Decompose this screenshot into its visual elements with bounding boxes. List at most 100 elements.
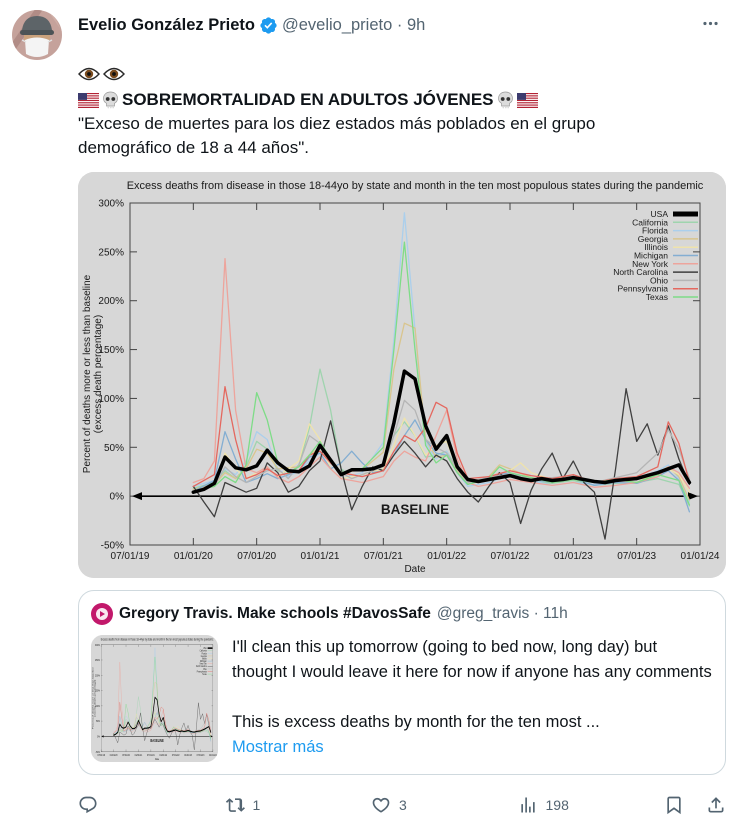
avatar[interactable]: [12, 10, 62, 60]
share-icon[interactable]: [706, 795, 726, 815]
svg-text:Georgia: Georgia: [638, 234, 669, 244]
views-button[interactable]: 198: [518, 795, 665, 815]
svg-text:Pennsylvania: Pennsylvania: [617, 284, 668, 294]
svg-text:Percent of deaths more or less: Percent of deaths more or less than base…: [91, 667, 96, 730]
svg-text:-50%: -50%: [101, 541, 124, 552]
bookmark-icon[interactable]: [664, 795, 684, 815]
views-icon: [520, 797, 535, 813]
author-handle-time[interactable]: @evelio_prieto · 9h: [281, 16, 426, 34]
svg-text:Excess deaths from disease in: Excess deaths from disease in those 18-4…: [127, 180, 704, 192]
svg-text:New York: New York: [200, 663, 208, 665]
svg-text:USA: USA: [203, 647, 207, 651]
like-count: 3: [399, 797, 407, 813]
svg-text:Michigan: Michigan: [200, 661, 207, 663]
svg-text:Ohio: Ohio: [650, 275, 668, 285]
us-flag-icon: [516, 92, 538, 108]
tweet-text-line-eyes: [78, 62, 726, 86]
svg-text:California: California: [200, 650, 208, 652]
svg-text:Ohio: Ohio: [203, 669, 207, 671]
action-bar: 1 3 198: [12, 789, 726, 821]
svg-text:07/01/21: 07/01/21: [147, 752, 155, 757]
svg-text:Pennsylvania: Pennsylvania: [197, 671, 207, 673]
skull-icon: [103, 91, 118, 109]
svg-text:Florida: Florida: [202, 653, 208, 655]
views-count: 198: [545, 797, 569, 813]
quoted-tweet[interactable]: Gregory Travis. Make schools #DavosSafe …: [78, 590, 726, 775]
us-flag-icon: [78, 92, 99, 108]
svg-text:01/01/22: 01/01/22: [159, 752, 167, 757]
svg-text:BASELINE: BASELINE: [150, 738, 164, 743]
svg-text:USA: USA: [651, 209, 669, 219]
svg-text:150%: 150%: [98, 345, 124, 356]
svg-text:BASELINE: BASELINE: [381, 502, 449, 517]
svg-text:Texas: Texas: [646, 292, 668, 302]
quote-thumbnail[interactable]: Excess deaths from disease in those 18-4…: [91, 635, 218, 762]
svg-text:100%: 100%: [98, 394, 124, 405]
svg-text:250%: 250%: [98, 247, 124, 258]
svg-text:250%: 250%: [95, 657, 101, 662]
retweet-icon: [225, 798, 245, 812]
eye-icon: [78, 67, 100, 81]
svg-text:New York: New York: [632, 259, 669, 269]
svg-text:07/01/22: 07/01/22: [172, 752, 180, 757]
more-button[interactable]: [695, 10, 726, 42]
svg-text:01/01/23: 01/01/23: [554, 551, 593, 562]
chart-image[interactable]: Excess deaths from disease in those 18-4…: [78, 172, 726, 578]
svg-text:0%: 0%: [97, 734, 100, 739]
svg-text:150%: 150%: [95, 688, 101, 693]
svg-text:07/01/22: 07/01/22: [491, 551, 530, 562]
quote-thumbnail-chart: Excess deaths from disease in those 18-4…: [91, 635, 218, 762]
svg-text:200%: 200%: [98, 296, 124, 307]
quote-avatar: [91, 603, 113, 625]
excess-deaths-chart: Excess deaths from disease in those 18-4…: [78, 172, 726, 578]
svg-text:07/01/19: 07/01/19: [111, 551, 150, 562]
svg-text:Percent of deaths more or less: Percent of deaths more or less than base…: [82, 274, 104, 473]
like-button[interactable]: 3: [371, 795, 518, 815]
skull-icon: [497, 91, 513, 109]
svg-text:300%: 300%: [95, 642, 101, 647]
svg-text:01/01/22: 01/01/22: [427, 551, 466, 562]
svg-text:07/01/19: 07/01/19: [97, 752, 105, 757]
retweet-button[interactable]: 1: [225, 795, 372, 815]
svg-text:01/01/21: 01/01/21: [135, 752, 143, 757]
like-icon: [372, 797, 390, 813]
svg-text:0%: 0%: [110, 492, 125, 503]
svg-text:-50%: -50%: [95, 749, 100, 754]
svg-text:200%: 200%: [95, 673, 101, 678]
more-icon: [703, 21, 718, 26]
svg-text:California: California: [632, 217, 668, 227]
svg-text:Date: Date: [155, 757, 160, 762]
tweet-body-text: "Exceso de muertes para los diez estados…: [78, 114, 596, 157]
eye-icon: [103, 67, 125, 81]
svg-text:01/01/24: 01/01/24: [209, 752, 217, 757]
show-more-link[interactable]: Mostrar más: [232, 738, 324, 756]
svg-text:North Carolina: North Carolina: [196, 665, 207, 669]
svg-text:01/01/23: 01/01/23: [184, 752, 192, 757]
quote-paragraph: This is excess deaths by month for the t…: [232, 713, 600, 731]
verified-badge-icon: [260, 17, 277, 34]
svg-text:Excess deaths from disease in: Excess deaths from disease in those 18-4…: [101, 637, 214, 642]
reply-button[interactable]: [78, 795, 225, 815]
tweet-headline: SOBREMORTALIDAD EN ADULTOS JÓVENES: [78, 90, 726, 110]
svg-text:100%: 100%: [95, 703, 101, 708]
svg-text:01/01/20: 01/01/20: [110, 752, 118, 757]
quote-author-handle-time: @greg_travis · 11h: [436, 605, 568, 622]
svg-text:01/01/20: 01/01/20: [174, 551, 213, 562]
svg-text:Texas: Texas: [202, 674, 207, 676]
svg-text:07/01/23: 07/01/23: [197, 752, 205, 757]
author-name[interactable]: Evelio González Prieto: [78, 16, 255, 34]
headline-text: SOBREMORTALIDAD EN ADULTOS JÓVENES: [122, 90, 494, 109]
svg-text:01/01/21: 01/01/21: [301, 551, 340, 562]
svg-text:01/01/24: 01/01/24: [681, 551, 720, 562]
svg-text:North Carolina: North Carolina: [613, 267, 668, 277]
quote-paragraph: I'll clean this up tomorrow (going to be…: [232, 638, 712, 681]
svg-text:50%: 50%: [96, 719, 100, 724]
svg-text:50%: 50%: [104, 443, 124, 454]
svg-text:Date: Date: [404, 564, 426, 575]
quote-author-name: Gregory Travis. Make schools #DavosSafe: [119, 605, 431, 622]
svg-text:07/01/20: 07/01/20: [237, 551, 276, 562]
svg-text:Florida: Florida: [642, 226, 668, 236]
avatar-image: [12, 10, 62, 60]
svg-text:07/01/23: 07/01/23: [617, 551, 656, 562]
